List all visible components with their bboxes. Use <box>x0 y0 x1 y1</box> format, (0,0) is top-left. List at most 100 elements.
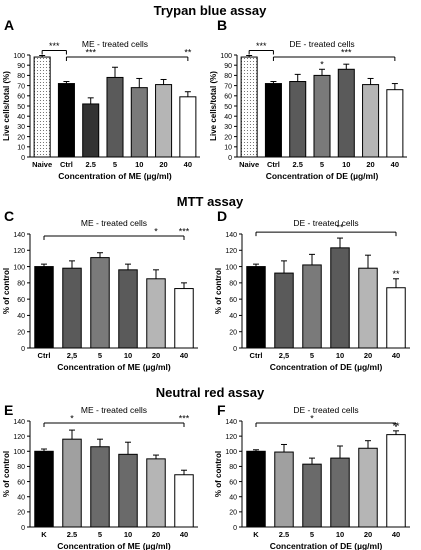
y-tick-label: 0 <box>228 155 232 162</box>
bracket-label: ** <box>184 48 192 58</box>
bar <box>179 96 197 158</box>
bar <box>34 266 54 349</box>
x-tick-label: 20 <box>152 530 160 539</box>
y-tick-label: 40 <box>17 495 25 502</box>
y-tick-label: 100 <box>13 449 25 456</box>
bar <box>82 103 100 158</box>
x-tick-label: 40 <box>184 160 192 169</box>
y-axis-title: % of control <box>2 451 11 497</box>
y-tick-label: 60 <box>17 479 25 486</box>
bracket-label: ** <box>336 223 344 233</box>
section-title-trypan: Trypan blue assay <box>154 3 267 18</box>
x-tick-label: 40 <box>180 351 188 360</box>
x-tick-label: 2,5 <box>67 351 77 360</box>
y-tick-label: 100 <box>225 264 237 271</box>
bar <box>106 76 124 158</box>
y-tick-label: 140 <box>225 232 237 239</box>
y-axis-title: % of control <box>214 268 223 314</box>
y-tick-label: 140 <box>13 419 25 426</box>
y-tick-label: 60 <box>229 479 237 486</box>
bar <box>57 83 75 158</box>
chart-panel-f: F DE - treated cells 0 20 40 60 80 100 120 140 K 2.… <box>214 402 410 550</box>
panel-subtitle: ME - treated cells <box>81 218 147 228</box>
bar <box>289 81 307 158</box>
y-tick-label: 90 <box>224 63 232 70</box>
bracket-label: *** <box>49 41 60 51</box>
x-tick-label: 5 <box>113 160 117 169</box>
bar <box>302 463 322 528</box>
bracket-label: * <box>154 227 158 237</box>
y-tick-label: 40 <box>17 313 25 320</box>
x-tick-label: 40 <box>180 530 188 539</box>
y-tick-label: 0 <box>233 346 237 353</box>
y-tick-label: 20 <box>17 134 25 141</box>
bar <box>264 83 282 158</box>
bar <box>155 84 173 158</box>
x-axis-title: Concentration of ME (µg/ml) <box>57 362 171 372</box>
y-tick-label: 60 <box>224 94 232 101</box>
x-tick-label: 5 <box>98 530 102 539</box>
bar <box>337 68 355 158</box>
panel-subtitle: DE - treated cells <box>293 218 358 228</box>
y-axis-title: % of control <box>214 451 223 497</box>
bar <box>146 458 166 528</box>
y-tick-label: 20 <box>17 330 25 337</box>
x-tick-label: 10 <box>342 160 350 169</box>
panel-subtitle: DE - treated cells <box>289 39 354 49</box>
y-tick-label: 140 <box>13 232 25 239</box>
y-tick-label: 40 <box>229 495 237 502</box>
x-axis-title: Concentration of DE (µg/ml) <box>270 362 383 372</box>
x-tick-label: 5 <box>310 530 314 539</box>
y-tick-label: 20 <box>229 330 237 337</box>
x-axis-title: Concentration of ME (µg/ml) <box>57 541 171 550</box>
y-tick-label: 100 <box>225 449 237 456</box>
chart-panel-b: B DE - treated cells 0 10 20 30 40 50 60 70 80 90 10… <box>209 17 407 181</box>
bracket-label: *** <box>179 414 190 424</box>
bar <box>358 267 378 349</box>
x-tick-label: 20 <box>364 530 372 539</box>
y-tick-label: 60 <box>229 297 237 304</box>
x-tick-label: 10 <box>135 160 143 169</box>
y-tick-label: 100 <box>220 53 232 60</box>
x-tick-label: 20 <box>152 351 160 360</box>
bracket-label: *** <box>179 227 190 237</box>
bracket-label: *** <box>256 41 267 51</box>
bar <box>358 447 378 528</box>
chart-panel-a: A ME - treated cells 0 10 20 30 40 50 60 70 80 90 10… <box>2 17 200 181</box>
bar <box>90 446 110 528</box>
bar <box>274 272 294 349</box>
y-tick-label: 80 <box>17 73 25 80</box>
x-tick-label: 10 <box>336 530 344 539</box>
bar <box>302 264 322 349</box>
y-tick-label: 50 <box>224 104 232 111</box>
y-axis-title: Live cells/total (%) <box>2 71 11 141</box>
y-tick-label: 0 <box>21 525 25 532</box>
x-tick-label: Ctrl <box>60 160 73 169</box>
bar <box>62 438 82 528</box>
y-tick-label: 120 <box>13 248 25 255</box>
bar <box>246 266 266 349</box>
chart-panel-c: C ME - treated cells 0 20 40 60 80 100 120 140 Ctr… <box>2 208 198 372</box>
bar <box>362 84 380 158</box>
x-tick-label: 40 <box>392 530 400 539</box>
chart-panel-d: D DE - treated cells 0 20 40 60 80 100 120 140 Ctr… <box>214 208 410 372</box>
bar <box>118 453 138 528</box>
x-tick-label: 20 <box>364 351 372 360</box>
x-tick-label: 2,5 <box>279 351 289 360</box>
bracket-label: *** <box>85 48 96 58</box>
y-tick-label: 70 <box>17 83 25 90</box>
y-tick-label: 80 <box>229 281 237 288</box>
y-tick-label: 80 <box>17 464 25 471</box>
section-title-neutral-red: Neutral red assay <box>156 385 265 400</box>
y-tick-label: 100 <box>13 264 25 271</box>
y-tick-label: 90 <box>17 63 25 70</box>
y-tick-label: 120 <box>225 248 237 255</box>
y-tick-label: 100 <box>13 53 25 60</box>
bar <box>330 247 350 349</box>
x-axis-title: Concentration of DE (µg/ml) <box>266 171 379 181</box>
panel-letter: F <box>217 402 226 418</box>
bar <box>33 56 51 158</box>
bar <box>386 287 406 349</box>
y-tick-label: 0 <box>233 525 237 532</box>
